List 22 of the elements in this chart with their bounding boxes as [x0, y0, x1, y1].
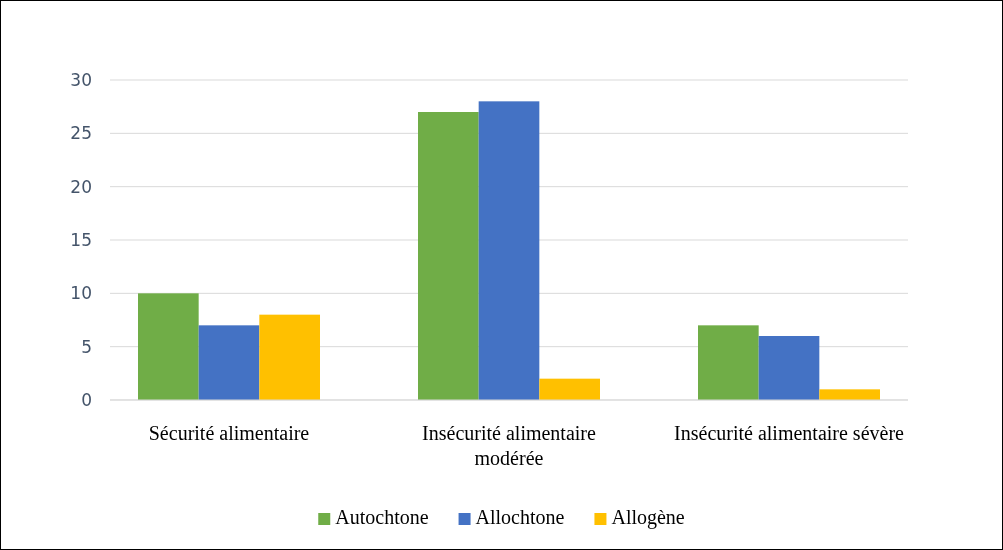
y-tick-label: 5 [81, 336, 92, 357]
y-tick-label: 0 [81, 389, 92, 410]
bar [198, 325, 260, 400]
bar [539, 378, 600, 400]
bar [758, 336, 820, 400]
bar [259, 314, 320, 400]
bar [478, 101, 540, 400]
legend-label: Allochtone [475, 506, 565, 528]
bar [138, 293, 199, 400]
y-tick-label: 10 [70, 283, 92, 304]
y-tick-label: 20 [70, 176, 92, 197]
legend-label: Autochtone [335, 506, 429, 528]
x-tick-label: Sécurité alimentaire [148, 422, 310, 444]
bar [698, 325, 759, 400]
bar [418, 112, 479, 400]
x-tick-label: Insécurité alimentaire sévère [674, 422, 905, 444]
y-tick-label: 25 [70, 123, 92, 144]
x-tick-label: Insécurité alimentaire modérée [422, 422, 597, 469]
y-tick-label: 30 [70, 69, 92, 90]
bar [819, 389, 880, 400]
y-tick-label: 15 [70, 229, 92, 250]
legend-label: Allogène [611, 506, 685, 529]
